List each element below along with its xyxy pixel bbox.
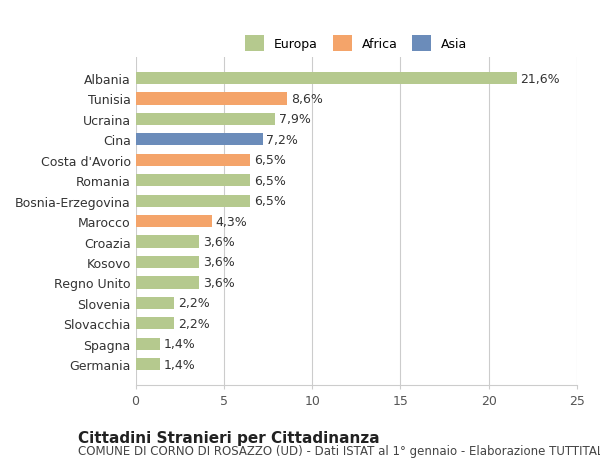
Text: 2,2%: 2,2%: [178, 297, 210, 310]
Text: 2,2%: 2,2%: [178, 317, 210, 330]
Bar: [136, 113, 275, 126]
Text: 6,5%: 6,5%: [254, 154, 286, 167]
Bar: [136, 358, 160, 370]
Text: Cittadini Stranieri per Cittadinanza: Cittadini Stranieri per Cittadinanza: [78, 430, 380, 445]
Text: 7,9%: 7,9%: [278, 113, 311, 126]
Text: 6,5%: 6,5%: [254, 174, 286, 187]
Text: 3,6%: 3,6%: [203, 276, 235, 289]
Text: 3,6%: 3,6%: [203, 256, 235, 269]
Text: 21,6%: 21,6%: [521, 73, 560, 85]
Text: 3,6%: 3,6%: [203, 235, 235, 248]
Bar: [136, 73, 517, 85]
Bar: [136, 154, 250, 167]
Bar: [136, 256, 199, 269]
Text: 4,3%: 4,3%: [215, 215, 247, 228]
Bar: [136, 318, 175, 330]
Bar: [136, 134, 263, 146]
Text: COMUNE DI CORNO DI ROSAZZO (UD) - Dati ISTAT al 1° gennaio - Elaborazione TUTTIT: COMUNE DI CORNO DI ROSAZZO (UD) - Dati I…: [78, 444, 600, 457]
Bar: [136, 277, 199, 289]
Bar: [136, 236, 199, 248]
Bar: [136, 338, 160, 350]
Text: 1,4%: 1,4%: [164, 337, 196, 350]
Bar: [136, 195, 250, 207]
Bar: [136, 297, 175, 309]
Bar: [136, 175, 250, 187]
Text: 7,2%: 7,2%: [266, 134, 298, 146]
Text: 8,6%: 8,6%: [291, 93, 323, 106]
Bar: [136, 215, 212, 228]
Bar: [136, 93, 287, 106]
Legend: Europa, Africa, Asia: Europa, Africa, Asia: [240, 31, 472, 56]
Text: 6,5%: 6,5%: [254, 195, 286, 207]
Text: 1,4%: 1,4%: [164, 358, 196, 371]
